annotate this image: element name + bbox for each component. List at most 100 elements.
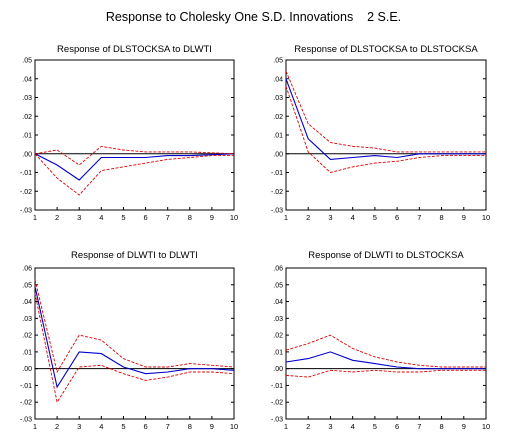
- x-tick-label: 4: [99, 213, 103, 222]
- irf-panel-4: Response of DLWTI to DLSTOCKSA .06 .05 .04.…: [271, 250, 490, 431]
- y-tick-label: .00: [22, 366, 32, 373]
- response-line: [34, 153, 235, 181]
- x-tick-label: 7: [166, 213, 170, 222]
- y-tick-label: .05: [273, 282, 283, 289]
- band-upper-line: [285, 71, 486, 153]
- band-upper-line: [285, 334, 486, 368]
- panel-title: Response of DLWTI to DLWTI: [71, 250, 198, 261]
- x-tick-label: 3: [77, 213, 81, 222]
- x-tick-label: 7: [166, 422, 170, 431]
- irf-panel-1: Response of DLSTOCKSA to DLWTI .05 .04 .03.…: [20, 44, 238, 222]
- x-tick-label: 8: [439, 422, 443, 431]
- y-tick-label: .05: [273, 58, 283, 65]
- y-tick-label: -.02: [20, 189, 32, 196]
- plot-frame: [34, 267, 235, 420]
- y-tick-label: -.01: [271, 383, 283, 390]
- x-tick-label: 6: [143, 213, 147, 222]
- y-tick-label: .03: [273, 95, 283, 102]
- x-tick-label: 9: [462, 422, 466, 431]
- y-tick-label: .00: [273, 366, 283, 373]
- x-tick-label: 10: [230, 422, 238, 431]
- x-tick-label: 7: [417, 422, 421, 431]
- x-tick-label: 4: [351, 422, 355, 431]
- band-lower-line: [285, 369, 486, 378]
- y-tick-label: .01: [22, 133, 32, 140]
- x-tick-label: 2: [55, 422, 59, 431]
- plot-frame: [285, 59, 487, 211]
- y-tick-label: .01: [273, 349, 283, 356]
- panel-title: Response of DLSTOCKSA to DLWTI: [57, 44, 212, 55]
- irf-panel-3: Response of DLWTI to DLWTI .06 .05 .04 .03 .0…: [20, 250, 238, 431]
- x-tick-label: 5: [121, 422, 125, 431]
- x-tick-label: 2: [306, 213, 310, 222]
- x-tick-label: 9: [462, 213, 466, 222]
- x-tick-label: 6: [143, 422, 147, 431]
- y-tick-label: .05: [22, 58, 32, 65]
- y-tick-label: .04: [273, 299, 283, 306]
- y-tick-label: -.01: [20, 383, 32, 390]
- x-tick-label: 2: [55, 213, 59, 222]
- figure-title: Response to Cholesky One S.D. Innovation…: [105, 10, 402, 24]
- y-tick-label: .00: [22, 151, 32, 158]
- y-tick-label: .06: [273, 266, 283, 273]
- x-tick-label: 3: [328, 213, 332, 222]
- y-tick-label: .05: [22, 282, 32, 289]
- y-tick-label: -.01: [271, 170, 283, 177]
- x-tick-label: 1: [33, 422, 37, 431]
- y-tick-label: .04: [273, 76, 283, 83]
- y-tick-label: -.03: [20, 417, 32, 424]
- y-tick-label: -.03: [271, 417, 283, 424]
- band-upper-line: [34, 279, 235, 374]
- x-tick-label: 1: [284, 213, 288, 222]
- x-tick-label: 8: [188, 213, 192, 222]
- y-tick-label: -.02: [20, 400, 32, 407]
- x-tick-label: 5: [121, 213, 125, 222]
- y-tick-label: .02: [273, 333, 283, 340]
- x-tick-label: 9: [210, 422, 214, 431]
- y-tick-label: .00: [273, 151, 283, 158]
- x-tick-label: 4: [351, 213, 355, 222]
- x-tick-label: 9: [210, 213, 214, 222]
- y-tick-label: .03: [22, 95, 32, 102]
- y-tick-label: .02: [22, 333, 32, 340]
- x-tick-label: 6: [395, 422, 399, 431]
- panel-title: Response of DLSTOCKSA to DLSTOCKSA: [294, 44, 478, 55]
- band-lower-line: [34, 153, 234, 196]
- y-tick-label: .04: [22, 299, 32, 306]
- y-tick-label: .04: [22, 76, 32, 83]
- y-tick-label: -.03: [271, 208, 283, 215]
- x-tick-label: 10: [482, 213, 490, 222]
- response-line: [285, 78, 486, 160]
- x-tick-label: 1: [33, 213, 37, 222]
- response-line: [34, 286, 235, 389]
- x-tick-label: 10: [482, 422, 490, 431]
- x-tick-label: 5: [373, 422, 377, 431]
- y-tick-label: .02: [22, 114, 32, 121]
- panel-title: Response of DLWTI to DLSTOCKSA: [308, 250, 464, 261]
- x-tick-label: 8: [188, 422, 192, 431]
- y-tick-label: .02: [273, 114, 283, 121]
- band-lower-line: [285, 86, 486, 173]
- x-tick-label: 10: [230, 213, 238, 222]
- y-tick-label: .01: [22, 349, 32, 356]
- x-tick-label: 5: [373, 213, 377, 222]
- x-tick-label: 4: [99, 422, 103, 431]
- y-tick-label: .03: [273, 316, 283, 323]
- y-tick-label: .06: [22, 266, 32, 273]
- response-line: [285, 351, 486, 370]
- y-tick-label: -.01: [20, 170, 32, 177]
- plot-frame: [285, 267, 487, 420]
- x-tick-label: 1: [284, 422, 288, 431]
- band-lower-line: [34, 293, 235, 404]
- x-tick-label: 8: [439, 213, 443, 222]
- x-tick-label: 3: [77, 422, 81, 431]
- x-tick-label: 3: [328, 422, 332, 431]
- x-tick-label: 6: [395, 213, 399, 222]
- plot-frame: [34, 59, 235, 211]
- y-tick-label: -.03: [20, 208, 32, 215]
- irf-panel-2: Response of DLSTOCKSA to DLSTOCKSA .05 .04…: [271, 44, 490, 222]
- y-tick-label: -.02: [271, 400, 283, 407]
- x-tick-label: 7: [417, 213, 421, 222]
- y-tick-label: -.02: [271, 189, 283, 196]
